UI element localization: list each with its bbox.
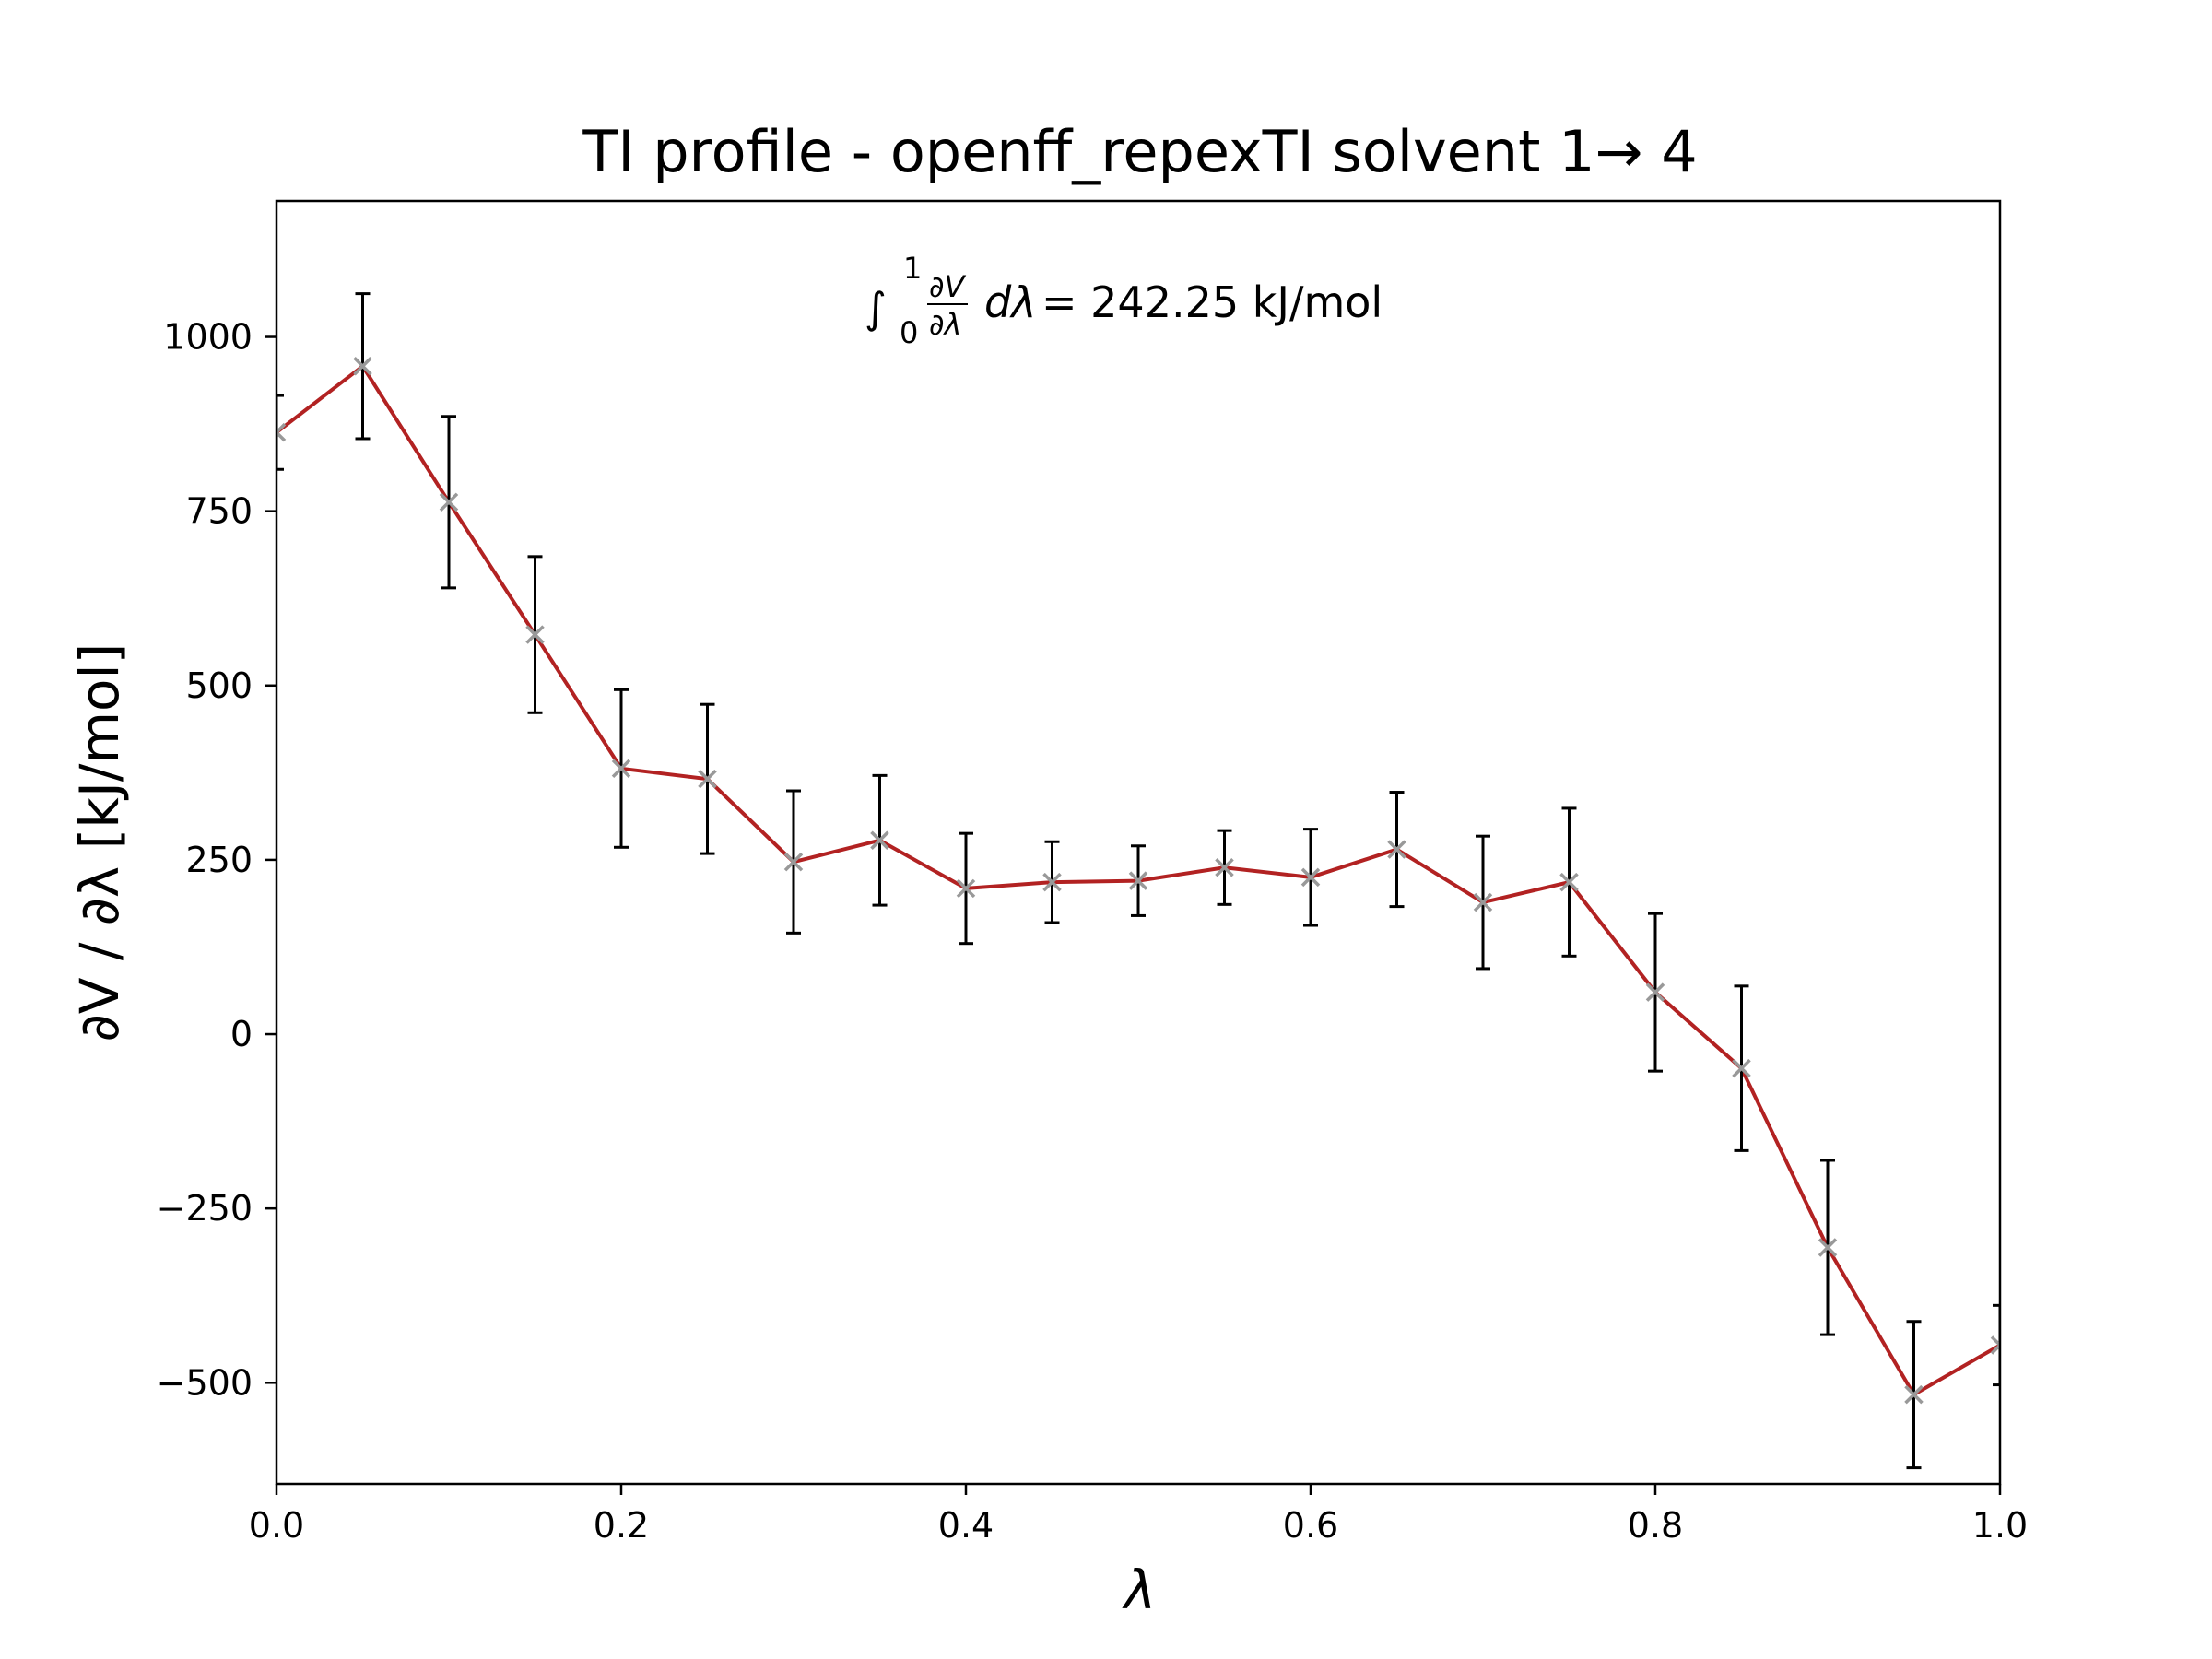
errorbar (1993, 1303, 2000, 1387)
y-tick-label: 750 (185, 491, 253, 532)
fraction-numerator: ∂V (929, 269, 967, 304)
y-tick-label: 500 (185, 665, 253, 706)
data-point (1387, 840, 1406, 859)
data-point (1473, 892, 1493, 912)
data-point (525, 625, 545, 644)
y-tick-label: 0 (230, 1014, 253, 1054)
fraction-denominator: ∂λ (929, 307, 961, 342)
y-tick-label: 1000 (163, 317, 253, 358)
y-tick-label: −500 (157, 1362, 253, 1403)
chart-title: TI profile - openff_repexTI solvent 1→ 4 (582, 118, 1697, 185)
data-point (1732, 1058, 1751, 1078)
y-axis-label: ∂V / ∂λ [kJ/mol] (68, 643, 131, 1041)
data-point (783, 852, 804, 872)
data-point (1042, 872, 1062, 892)
data-point (1215, 857, 1234, 877)
d-lambda: dλ (984, 277, 1036, 327)
x-tick-label: 0.8 (1628, 1505, 1683, 1546)
data-point (1904, 1384, 1924, 1405)
data-point (1990, 1335, 2000, 1355)
data-point (956, 878, 976, 899)
y-axis: −500 −250 0 250 500 750 1000 (157, 317, 276, 1403)
x-tick-label: 1.0 (1972, 1505, 2028, 1546)
data-point (611, 759, 631, 779)
x-axis: 0.0 0.2 0.4 0.6 0.8 1.0 (249, 1484, 2028, 1546)
data-point (439, 492, 459, 512)
data-point (1300, 867, 1321, 888)
errorbar (276, 394, 284, 471)
x-tick-label: 0.2 (594, 1505, 649, 1546)
integral-upper-limit: 1 (903, 251, 922, 286)
y-tick-label: −250 (157, 1188, 253, 1229)
x-tick-label: 0.6 (1283, 1505, 1338, 1546)
integral-annotation: ∫ 1 0 ∂V ∂λ dλ = 242.25 kJ/mol (865, 251, 1382, 350)
data-point (1559, 872, 1579, 892)
marker-group (276, 357, 2000, 1405)
x-axis-label: λ (1122, 1559, 1156, 1621)
integral-value: = 242.25 kJ/mol (1041, 277, 1382, 327)
y-tick-label: 250 (185, 840, 253, 880)
plot-frame (275, 199, 2002, 1486)
data-point (698, 769, 717, 789)
integral-lower-limit: 0 (900, 315, 918, 350)
integral-sign: ∫ (865, 283, 887, 333)
x-tick-label: 0.4 (938, 1505, 994, 1546)
x-tick-label: 0.0 (249, 1505, 304, 1546)
data-point (1645, 982, 1665, 1002)
data-point (870, 830, 889, 850)
data-point (1128, 871, 1148, 890)
data-point (276, 422, 287, 442)
data-point (1818, 1238, 1838, 1257)
data-point (353, 357, 372, 376)
